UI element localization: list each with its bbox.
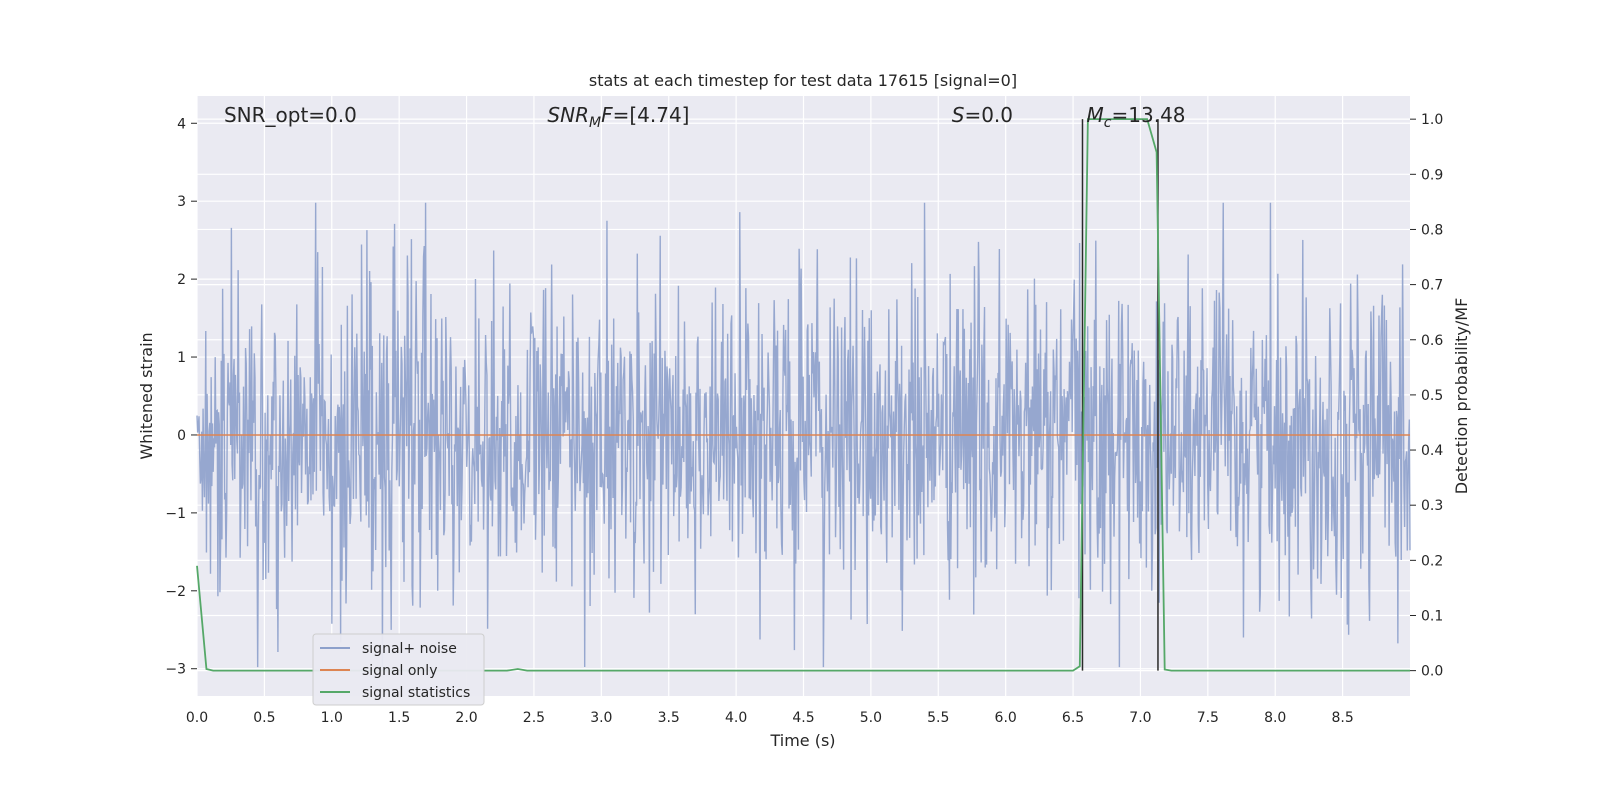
x-tick-label: 6.0 bbox=[995, 710, 1017, 726]
x-tick-label: 3.0 bbox=[590, 710, 612, 726]
legend-label: signal only bbox=[362, 663, 437, 679]
x-tick-label: 7.5 bbox=[1197, 710, 1219, 726]
y-tick-label-right: 0.2 bbox=[1421, 553, 1443, 569]
y-tick-label-right: 0.7 bbox=[1421, 278, 1443, 294]
y-tick-label-left: 4 bbox=[177, 116, 186, 132]
y-tick-label-right: 0.0 bbox=[1421, 664, 1443, 680]
y-axis-label-left: Whitened strain bbox=[137, 332, 156, 459]
chart-title: stats at each timestep for test data 176… bbox=[589, 71, 1017, 90]
y-tick-label-right: 0.4 bbox=[1421, 443, 1443, 459]
annotations: SNR_opt=0.0 SNRMF=[4.74] S=0.0 Mc=13.48 bbox=[224, 103, 1186, 131]
x-tick-label: 7.0 bbox=[1129, 710, 1151, 726]
y-tick-label-left: 3 bbox=[177, 194, 186, 210]
x-tick-label: 2.5 bbox=[523, 710, 545, 726]
y-tick-label-right: 0.5 bbox=[1421, 388, 1443, 404]
x-tick-label: 8.5 bbox=[1331, 710, 1353, 726]
y-axis-label-right: Detection probability/MF bbox=[1452, 298, 1471, 495]
x-tick-label: 1.0 bbox=[321, 710, 343, 726]
x-tick-label: 3.5 bbox=[658, 710, 680, 726]
legend-label: signal statistics bbox=[362, 685, 470, 701]
y-tick-label-right: 1.0 bbox=[1421, 112, 1443, 128]
annotation-1: SNRMF=[4.74] bbox=[547, 103, 689, 131]
y-tick-label-left: 0 bbox=[177, 428, 186, 444]
y-tick-label-left: 1 bbox=[177, 350, 186, 366]
y-tick-label-right: 0.3 bbox=[1421, 498, 1443, 514]
legend: signal+ noise signal only signal statistic… bbox=[312, 633, 485, 706]
y-tick-label-right: 0.9 bbox=[1421, 167, 1443, 183]
annotation-0: SNR_opt=0.0 bbox=[224, 103, 357, 127]
noise-line bbox=[196, 202, 1411, 668]
y-tick-label-left: −2 bbox=[165, 584, 186, 600]
y-tick-label-left: −3 bbox=[165, 662, 186, 678]
x-tick-label: 0.0 bbox=[186, 710, 208, 726]
y-tick-label-left: −1 bbox=[165, 506, 186, 522]
annotation-3: Mc=13.48 bbox=[1087, 103, 1186, 131]
x-axis-label: Time (s) bbox=[769, 731, 835, 750]
y-tick-label-right: 0.1 bbox=[1421, 608, 1443, 624]
x-tick-label: 5.0 bbox=[860, 710, 882, 726]
legend-label: signal+ noise bbox=[362, 641, 457, 657]
annotation-2: S=0.0 bbox=[952, 103, 1013, 127]
y-tick-label-right: 0.6 bbox=[1421, 333, 1443, 349]
x-tick-label: 1.5 bbox=[388, 710, 410, 726]
x-tick-label: 6.5 bbox=[1062, 710, 1084, 726]
x-tick-label: 4.0 bbox=[725, 710, 747, 726]
signal-statistics-line bbox=[196, 118, 1410, 672]
y-tick-label-right: 0.8 bbox=[1421, 222, 1443, 238]
x-tick-label: 4.5 bbox=[792, 710, 814, 726]
legend-box bbox=[312, 633, 485, 706]
x-tick-label: 0.5 bbox=[253, 710, 275, 726]
x-tick-label: 8.0 bbox=[1264, 710, 1286, 726]
x-tick-label: 2.0 bbox=[455, 710, 477, 726]
ticks: 0.0 0.5 1.0 1.5 2.0 2.5 3.0 3.5 4.0 4.5 5.0 5.5 6.0 6… bbox=[165, 112, 1443, 726]
y-tick-label-left: 2 bbox=[177, 272, 186, 288]
x-tick-label: 5.5 bbox=[927, 710, 949, 726]
series-signal-statistics bbox=[196, 118, 1410, 672]
series-signal-noise bbox=[196, 202, 1411, 668]
